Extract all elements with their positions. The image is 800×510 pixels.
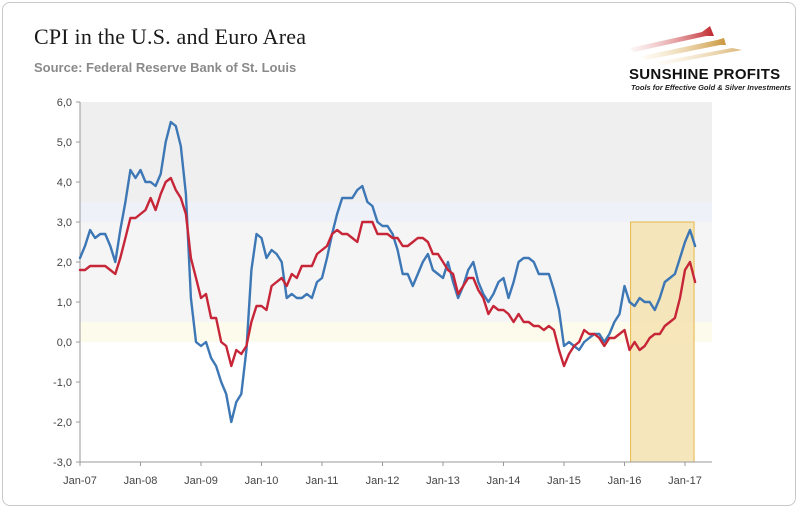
x-tick-label: Jan-14 [487, 475, 521, 487]
y-tick-label: 1,0 [57, 297, 72, 309]
x-tick-label: Jan-16 [608, 475, 642, 487]
y-tick-label: 3,0 [57, 217, 72, 229]
y-tick-label: 0,0 [57, 337, 72, 349]
x-tick-label: Jan-17 [668, 475, 702, 487]
sunshine-profits-logo-icon [630, 26, 742, 65]
x-tick-label: Jan-07 [63, 475, 97, 487]
x-tick-label: Jan-08 [124, 475, 158, 487]
chart-title: CPI in the U.S. and Euro Area [34, 24, 307, 49]
logo-name: SUNSHINE PROFITS [629, 66, 781, 83]
y-tick-label: 2,0 [57, 257, 72, 269]
highlight-area [630, 221, 695, 463]
x-tick-label: Jan-09 [184, 475, 218, 487]
highlight-box [630, 221, 695, 463]
logo-tagline: Tools for Effective Gold & Silver Invest… [631, 83, 792, 92]
axes [76, 101, 712, 466]
x-tick-label: Jan-15 [547, 475, 581, 487]
series-line-euro [78, 176, 697, 368]
y-tick-label: -2,0 [53, 417, 72, 429]
band-yellow [80, 322, 712, 342]
x-tick-label: Jan-10 [245, 475, 279, 487]
series-lines [78, 120, 697, 424]
x-tick-label: Jan-12 [366, 475, 400, 487]
y-tick-label: 6,0 [57, 97, 72, 109]
chart-subtitle: Source: Federal Reserve Bank of St. Loui… [34, 60, 297, 75]
y-tick-label: 4,0 [57, 177, 72, 189]
x-tick-labels: Jan-07 Jan-08 Jan-09 Jan-10 Jan-11 Jan-12 Jan-… [63, 475, 702, 487]
y-tick-label: 5,0 [57, 137, 72, 149]
series-line-us [78, 120, 697, 424]
y-tick-label: -1,0 [53, 377, 72, 389]
x-tick-label: Jan-11 [306, 475, 339, 487]
y-tick-label: -3,0 [53, 457, 72, 469]
band-blue [80, 202, 712, 222]
y-tick-labels: 6,0 5,0 4,0 3,0 2,0 1,0 0,0 -1,0 -2,0 -3,0 [53, 97, 72, 469]
background-bands [80, 102, 712, 342]
x-tick-label: Jan-13 [426, 475, 460, 487]
